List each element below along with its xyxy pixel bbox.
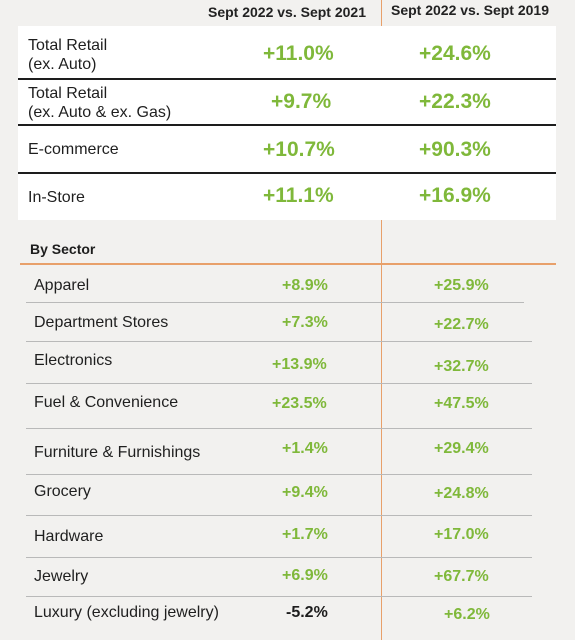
sector-label: Fuel & Convenience [34, 394, 179, 411]
sector-value-2019: +25.9% [434, 277, 489, 294]
total-row: E-commerce +10.7% +90.3% [18, 126, 556, 172]
sector-value-2021: +1.4% [282, 440, 328, 457]
row-label: In-Store [28, 189, 85, 206]
sector-value-2019: +67.7% [434, 568, 489, 585]
totals-table: Total Retail (ex. Auto) +11.0% +24.6% To… [18, 26, 556, 220]
row-label: Total Retail (ex. Auto & ex. Gas) [28, 85, 172, 121]
value-2019: +90.3% [419, 138, 491, 161]
sector-label: Hardware [34, 528, 104, 545]
sector-value-2019: +22.7% [434, 316, 489, 333]
sector-rule [20, 263, 556, 265]
row-divider [26, 383, 532, 384]
sector-row: Apparel +8.9% +25.9% [0, 276, 575, 306]
row-label: E-commerce [28, 141, 119, 158]
row-divider [26, 428, 532, 429]
row-divider [26, 341, 532, 342]
row-divider [26, 302, 524, 303]
sector-value-2021: +1.7% [282, 526, 328, 543]
sector-row: Electronics +13.9% +32.7% [0, 352, 575, 382]
sector-row: Department Stores +7.3% +22.7% [0, 313, 575, 343]
row-divider [26, 596, 532, 597]
row-label: Total Retail (ex. Auto) [28, 37, 108, 73]
sector-label: Department Stores [34, 314, 169, 331]
value-2021: +11.1% [263, 184, 334, 207]
header-2021: Sept 2022 vs. Sept 2021 [208, 4, 366, 20]
sector-label: Luxury (excluding jewelry) [34, 604, 219, 621]
value-2021: +10.7% [263, 138, 335, 161]
sector-title: By Sector [30, 241, 96, 257]
row-divider [18, 78, 556, 80]
row-divider [18, 124, 556, 126]
sector-row: Fuel & Convenience +23.5% +47.5% [0, 394, 575, 424]
sector-value-2019: +32.7% [434, 358, 489, 375]
sector-value-2021: +13.9% [272, 356, 327, 373]
total-row: In-Store +11.1% +16.9% [18, 174, 556, 220]
sector-label: Jewelry [34, 568, 89, 585]
sector-value-2021: +8.9% [282, 277, 328, 294]
sector-row: Grocery +9.4% +24.8% [0, 483, 575, 513]
sector-value-2019: +47.5% [434, 395, 489, 412]
total-row: Total Retail (ex. Auto) +11.0% +24.6% [18, 34, 556, 74]
sector-row: Hardware +1.7% +17.0% [0, 526, 575, 558]
sector-value-2019: +17.0% [434, 526, 489, 543]
row-divider [26, 515, 532, 516]
sector-label: Apparel [34, 277, 90, 294]
sector-value-2021: +7.3% [282, 314, 328, 331]
row-divider [26, 557, 532, 558]
sector-row: Luxury (excluding jewelry) -5.2% +6.2% [0, 604, 575, 634]
sector-label: Grocery [34, 483, 91, 500]
sector-value-2019: +29.4% [434, 440, 489, 457]
total-row: Total Retail (ex. Auto & ex. Gas) +9.7% … [18, 82, 556, 122]
value-2019: +22.3% [419, 90, 491, 113]
header-2019: Sept 2022 vs. Sept 2019 [391, 2, 549, 18]
sector-value-2021: -5.2% [286, 604, 328, 621]
value-2019: +24.6% [419, 42, 491, 65]
row-divider [18, 172, 556, 174]
sector-label: Furniture & Furnishings [34, 444, 201, 461]
sector-value-2021: +9.4% [282, 484, 328, 501]
value-2021: +9.7% [271, 90, 332, 113]
value-2019: +16.9% [419, 184, 491, 207]
sector-value-2019: +6.2% [444, 606, 490, 623]
sector-label: Electronics [34, 352, 113, 369]
sector-value-2021: +6.9% [282, 567, 328, 584]
row-divider [26, 474, 532, 475]
value-2021: +11.0% [263, 42, 334, 65]
column-divider [381, 0, 382, 640]
sector-row: Furniture & Furnishings +1.4% +29.4% [0, 440, 575, 473]
sector-value-2021: +23.5% [272, 395, 327, 412]
sector-row: Jewelry +6.9% +67.7% [0, 567, 575, 598]
sector-value-2019: +24.8% [434, 485, 489, 502]
